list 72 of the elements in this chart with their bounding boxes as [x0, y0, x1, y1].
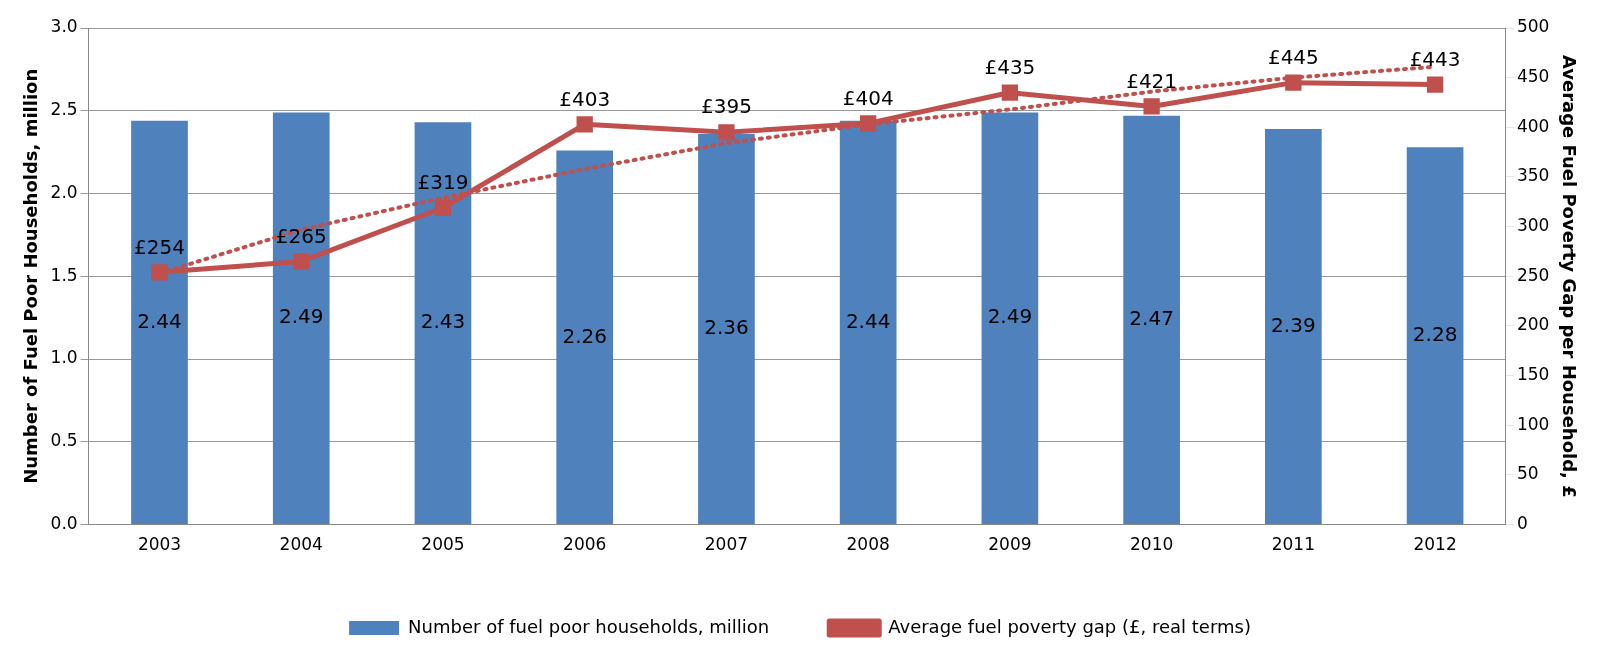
- y2-tick-label: 450: [1516, 66, 1550, 87]
- data-label: £254: [134, 234, 185, 259]
- x-tick-label: 2009: [988, 534, 1032, 555]
- y2-tick-label: 0: [1516, 513, 1528, 534]
- y2-tick-label: 100: [1516, 413, 1550, 434]
- y2-tick-label: 400: [1516, 115, 1550, 136]
- bar: [839, 120, 897, 525]
- bar: [556, 150, 614, 525]
- y2-tick-label: 150: [1516, 364, 1550, 385]
- x-tick-label: 2011: [1271, 534, 1315, 555]
- data-label: 2.36: [704, 315, 749, 340]
- point: [293, 253, 310, 270]
- bar: [981, 112, 1039, 525]
- data-label: 2.47: [1129, 306, 1174, 331]
- data-label: £435: [984, 54, 1036, 79]
- data-label: 2.44: [137, 308, 182, 333]
- data-label: 2.39: [1271, 312, 1316, 337]
- data-label: 2.26: [562, 323, 607, 348]
- y2-tick-label: 250: [1516, 264, 1550, 285]
- point: [1001, 84, 1019, 101]
- y2-tick-label: 300: [1516, 215, 1550, 236]
- bar: [698, 133, 755, 525]
- bar: [1406, 147, 1464, 525]
- y-tick-label: 3.0: [50, 16, 78, 37]
- y-axis-title: Number of Fuel Poor Households, million: [20, 68, 42, 484]
- data-label: £404: [842, 85, 894, 110]
- point: [434, 199, 452, 216]
- point: [576, 116, 593, 133]
- data-label: 2.44: [845, 308, 891, 333]
- data-label: £443: [1409, 46, 1461, 71]
- y-tick-label: 2.5: [50, 99, 78, 120]
- x-tick-label: 2008: [846, 534, 890, 555]
- y2-tick-label: 50: [1516, 463, 1539, 484]
- data-label: £403: [559, 86, 611, 111]
- y-tick-label: 1.5: [50, 264, 78, 285]
- x-tick-label: 2005: [421, 534, 465, 555]
- point: [151, 264, 168, 281]
- y-tick-label: 1.0: [50, 347, 78, 368]
- y2-tick-label: 500: [1516, 16, 1550, 37]
- point: [860, 115, 877, 132]
- y2-axis-title: Average Fuel Poverty Gap per Household, £: [1558, 54, 1580, 498]
- data-label: 2.43: [420, 309, 466, 334]
- y2-tick-label: 350: [1516, 165, 1550, 186]
- data-label: £445: [1267, 44, 1319, 69]
- bar: [414, 122, 472, 525]
- x-tick-label: 2006: [563, 534, 607, 555]
- bar: [272, 112, 330, 525]
- point: [1426, 76, 1444, 93]
- point: [1285, 74, 1302, 91]
- y2-tick-label: 200: [1516, 314, 1550, 335]
- data-label: 2.28: [1412, 321, 1458, 346]
- y-tick-label: 0.0: [50, 513, 78, 534]
- data-label: £265: [275, 223, 327, 248]
- data-label: £395: [700, 94, 752, 119]
- bar: [1265, 128, 1322, 525]
- legend-label: Average fuel poverty gap (£, real terms): [888, 615, 1251, 637]
- x-tick-label: 2010: [1129, 534, 1174, 555]
- point: [718, 124, 735, 141]
- y-tick-label: 2.0: [50, 181, 78, 202]
- x-tick-label: 2003: [137, 534, 182, 555]
- bar: [1123, 115, 1180, 525]
- x-tick-label: 2004: [279, 534, 323, 555]
- data-label: £421: [1126, 68, 1178, 93]
- point: [1143, 98, 1160, 115]
- data-label: £319: [417, 169, 469, 194]
- bar: [131, 120, 188, 525]
- data-label: 2.49: [278, 304, 324, 329]
- data-label: 2.49: [987, 304, 1033, 329]
- x-tick-label: 2007: [704, 534, 749, 555]
- legend-label: Number of fuel poor households, million: [408, 615, 770, 637]
- y-tick-label: 0.5: [50, 430, 78, 451]
- x-tick-label: 2012: [1413, 534, 1457, 555]
